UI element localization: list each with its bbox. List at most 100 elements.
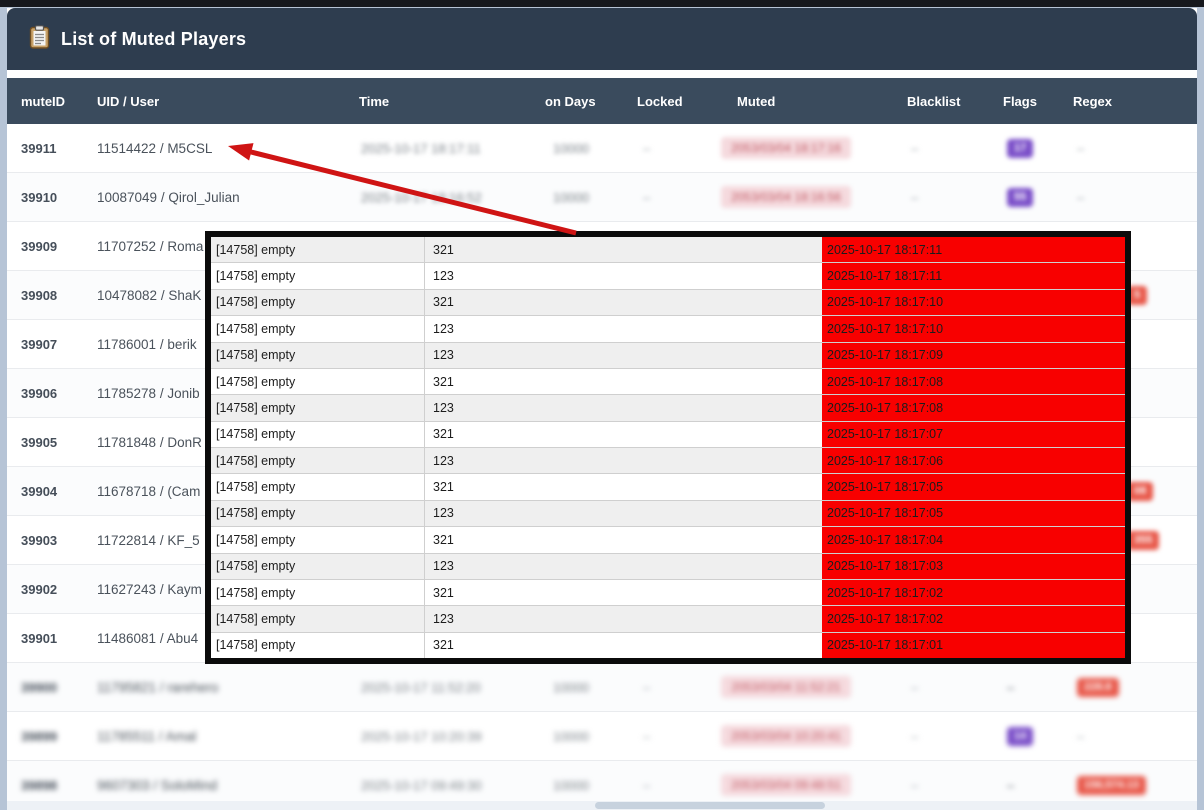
popup-label-cell: [14758] empty [211, 474, 425, 500]
column-header-uid-user[interactable]: UID / User [97, 93, 160, 109]
cell-id: 39903 [21, 532, 58, 548]
popup-row: [14758] empty 321 2025-10-17 18:17:08 [211, 368, 1125, 396]
cell-blacklist: – [911, 777, 919, 793]
cell-user: 11722814 / KF_5 [97, 532, 200, 548]
popup-label-cell: [14758] empty [211, 342, 425, 368]
browser-edge-strip [0, 0, 1204, 7]
popup-label-cell: [14758] empty [211, 368, 425, 395]
popup-label-cell: [14758] empty [211, 316, 425, 342]
cell-user: 11627243 / Kaym [97, 581, 202, 597]
popup-label-cell: [14758] empty [211, 395, 425, 421]
horizontal-scrollbar[interactable] [7, 801, 1197, 810]
regex-badge: 355 [1127, 530, 1160, 550]
popup-time-cell: 2025-10-17 18:17:10 [822, 289, 1125, 316]
cell-locked: – [643, 140, 651, 156]
cell-user: 11785511 / Amal [97, 728, 197, 744]
popup-label-cell: [14758] empty [211, 632, 425, 658]
popup-value-cell: 123 [433, 400, 454, 415]
cell-days: 10000 [553, 189, 590, 205]
popup-value-cell: 123 [433, 559, 454, 574]
popup-value-cell: 321 [433, 242, 454, 257]
cell-time: 2025-10-17 18:16:52 [361, 189, 482, 205]
popup-time-cell: 2025-10-17 18:17:02 [822, 579, 1125, 606]
scrollbar-thumb[interactable] [595, 802, 825, 809]
table-row[interactable]: 39911 11514422 / M5CSL 2025-10-17 18:17:11… [7, 124, 1197, 173]
column-header-flags[interactable]: Flags [1003, 93, 1037, 109]
muted-badge: 2053/03/04 11:52:21 [721, 676, 851, 698]
cell-user: 11786001 / berik [97, 336, 197, 352]
popup-time-cell: 2025-10-17 18:17:08 [822, 368, 1125, 395]
popup-row: [14758] empty 123 2025-10-17 18:17:03 [211, 553, 1125, 580]
popup-row: [14758] empty 123 2025-10-17 18:17:05 [211, 500, 1125, 528]
cell-regex: 355 [1073, 530, 1197, 550]
popup-row: [14758] empty 321 2025-10-17 18:17:10 [211, 289, 1125, 317]
clipboard-icon [29, 24, 50, 54]
popup-time-cell: 2025-10-17 18:17:02 [822, 606, 1125, 632]
cell-muted: 2053/03/04 10:20:41 [701, 725, 871, 747]
table-row[interactable]: 39910 10087049 / Qirol_Julian 2025-10-17 1… [7, 173, 1197, 222]
cell-time: 2025-10-17 10:20:39 [361, 728, 482, 744]
column-header-locked[interactable]: Locked [637, 93, 683, 109]
popup-label-cell: [14758] empty [211, 237, 425, 263]
popup-label-cell: [14758] empty [211, 579, 425, 606]
cell-locked: – [643, 679, 651, 695]
cell-muted: 2053/03/04 11:52:21 [701, 676, 871, 698]
popup-value-cell: 321 [433, 427, 454, 442]
cell-id: 39910 [21, 189, 58, 205]
popup-row: [14758] empty 123 2025-10-17 18:17:11 [211, 263, 1125, 290]
flags-badge: 17 [1007, 138, 1034, 158]
popup-value-cell: 321 [433, 585, 454, 600]
column-header-time[interactable]: Time [359, 93, 390, 109]
page-title: List of Muted Players [61, 28, 247, 49]
cell-flags: – [1007, 679, 1015, 695]
popup-row: [14758] empty 123 2025-10-17 18:17:09 [211, 342, 1125, 369]
cell-muted: 2053/03/04 09:48:51 [701, 774, 871, 796]
popup-label-cell: [14758] empty [211, 263, 425, 289]
cell-user: 10478082 / ShaK [97, 287, 202, 303]
cell-flags: 55 [1003, 187, 1073, 207]
cell-user: 11781848 / DonR [97, 434, 202, 450]
table-row[interactable]: 39900 11795821 / rarehero 2025-10-17 11:52… [7, 663, 1197, 712]
cell-flags: – [1007, 777, 1015, 793]
cell-locked: – [643, 728, 651, 744]
cell-user: 11486081 / Abu4 [97, 630, 199, 646]
cell-days: 10000 [553, 140, 590, 156]
flags-badge: 55 [1007, 187, 1034, 207]
table-row[interactable]: 39899 11785511 / Amal 2025-10-17 10:20:39 1… [7, 712, 1197, 761]
cell-id: 39906 [21, 385, 58, 401]
column-header-blacklist[interactable]: Blacklist [907, 93, 961, 109]
popup-row: [14758] empty 123 2025-10-17 18:17:06 [211, 448, 1125, 475]
cell-id: 39899 [21, 728, 58, 744]
popup-row: [14758] empty 321 2025-10-17 18:17:11 [211, 237, 1125, 264]
muted-badge: 2053/03/04 09:48:51 [720, 774, 852, 796]
cell-time: 2025-10-17 09:49:30 [361, 777, 482, 793]
cell-regex: 228.8 [1073, 677, 1197, 697]
column-header-muteid[interactable]: muteID [21, 93, 66, 109]
popup-value-cell: 321 [433, 638, 454, 653]
popup-label-cell: [14758] empty [211, 500, 425, 527]
popup-value-cell: 123 [433, 269, 454, 284]
popup-time-cell: 2025-10-17 18:17:11 [822, 237, 1125, 263]
popup-value-cell: 123 [433, 453, 454, 468]
cell-user: 11795821 / rarehero [97, 679, 219, 695]
cell-blacklist: – [911, 728, 919, 744]
popup-row: [14758] empty 321 2025-10-17 18:17:04 [211, 527, 1125, 554]
popup-time-cell: 2025-10-17 18:17:06 [822, 448, 1125, 474]
muted-badge: 2053/03/04 18:16:56 [720, 186, 852, 208]
cell-user: 11785278 / Jonib [97, 385, 200, 401]
column-header-regex[interactable]: Regex [1073, 93, 1113, 109]
popup-time-cell: 2025-10-17 18:17:10 [822, 316, 1125, 342]
regex-badge: 156,574.13 [1077, 775, 1147, 795]
popup-label-cell: [14758] empty [211, 553, 425, 579]
popup-time-cell: 2025-10-17 18:17:01 [822, 632, 1125, 658]
cell-id: 39904 [21, 483, 58, 499]
cell-locked: – [643, 189, 651, 205]
popup-label-cell: [14758] empty [211, 448, 425, 474]
regex-badge: 228.8 [1077, 677, 1119, 697]
cell-id: 39900 [21, 679, 58, 695]
cell-days: 10000 [553, 777, 590, 793]
column-header-muted[interactable]: Muted [737, 93, 776, 109]
cell-id: 39911 [21, 140, 57, 156]
column-header-on-days[interactable]: on Days [545, 93, 596, 109]
